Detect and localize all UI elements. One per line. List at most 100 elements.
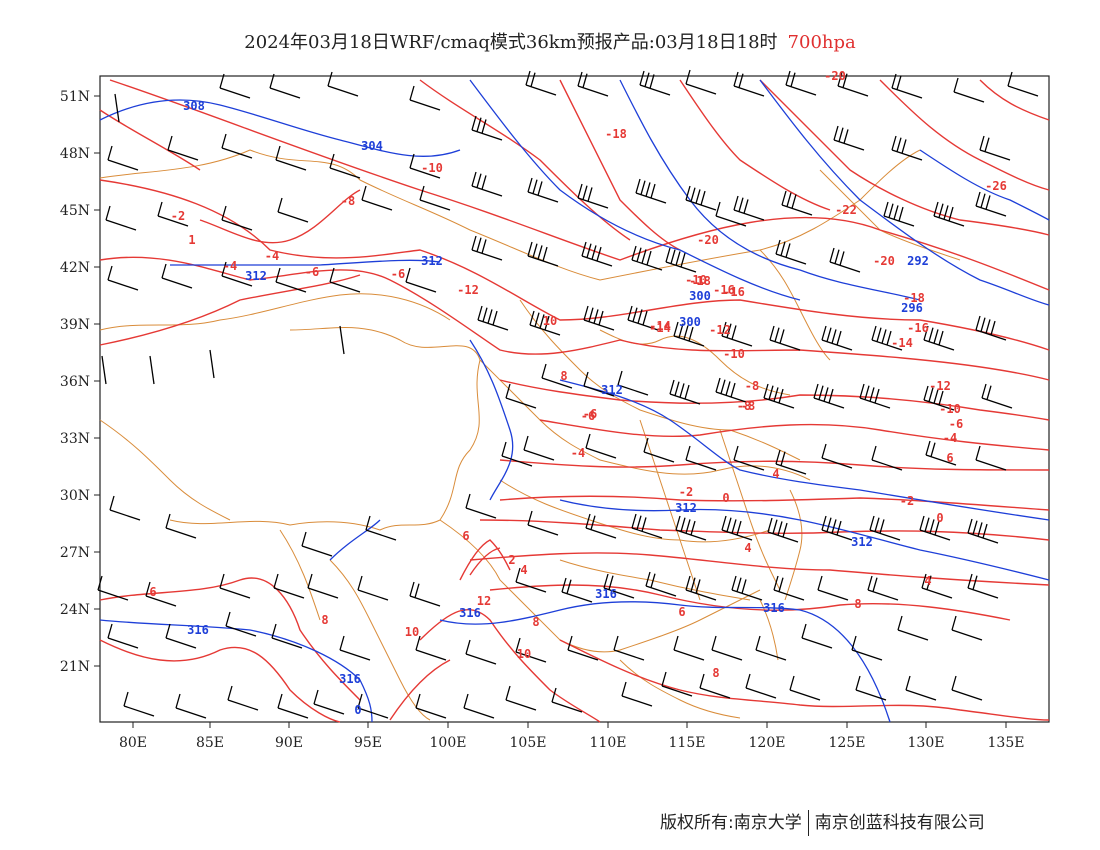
x-tick-label: 135E	[988, 735, 1025, 751]
wind-barb	[613, 635, 645, 661]
wind-barb	[627, 305, 659, 331]
wind-barb	[313, 689, 345, 715]
wind-barb	[639, 70, 671, 96]
temperature-label: 8	[321, 613, 328, 627]
wind-barb	[107, 623, 139, 649]
wind-barb	[167, 135, 199, 161]
title-level: 700hpa	[787, 32, 856, 53]
wind-barb	[409, 153, 441, 179]
y-tick-label: 51N	[60, 89, 90, 105]
wind-barb	[541, 363, 573, 389]
wind-barb	[515, 567, 547, 593]
geopotential-label: 312	[245, 269, 267, 283]
wind-barb	[891, 73, 923, 99]
wind-barb	[967, 518, 999, 544]
wind-barb	[685, 575, 717, 601]
wind-barb	[715, 377, 747, 403]
wind-barb	[477, 305, 509, 331]
wind-barb	[603, 573, 635, 599]
temperature-contours	[99, 79, 1050, 723]
geopotential-label: 0	[354, 703, 361, 717]
wind-barb	[415, 693, 447, 719]
temperature-label: -12	[457, 283, 479, 297]
temperature-label: -8	[341, 194, 355, 208]
wind-barb	[275, 145, 307, 171]
wind-barb	[277, 693, 309, 719]
wind-barb	[527, 510, 559, 536]
wind-barb	[673, 635, 705, 661]
temperature-label: 6	[462, 529, 469, 543]
wind-barb	[711, 635, 743, 661]
wind-barb	[465, 493, 497, 519]
wind-barb	[277, 197, 309, 223]
wind-barb	[109, 495, 141, 521]
wind-barb	[165, 513, 197, 539]
temperature-label: 4	[772, 467, 779, 481]
temperature-label: -4	[223, 259, 237, 273]
geopotential-label: 316	[459, 606, 481, 620]
temperature-label: -4	[943, 431, 957, 445]
wind-barb	[583, 305, 615, 331]
wind-barb	[951, 615, 983, 641]
wind-barb	[673, 321, 705, 347]
x-tick-label: 115E	[669, 735, 706, 751]
wind-barb	[307, 573, 339, 599]
wind-barb	[365, 515, 397, 541]
wind-barb	[975, 445, 1007, 471]
wind-barb	[733, 71, 765, 97]
temperature-label: -16	[713, 283, 735, 297]
temperature-label: -6	[305, 265, 319, 279]
wind-barbs	[97, 69, 1039, 719]
x-tick-label: 125E	[829, 735, 866, 751]
temperature-label: -4	[571, 446, 585, 460]
wind-barb	[273, 573, 305, 599]
wind-barb	[801, 623, 833, 649]
temperature-label: 12	[477, 594, 491, 608]
wind-barb	[813, 383, 845, 409]
wind-barb	[465, 639, 497, 665]
wind-barb	[951, 675, 983, 701]
geopotential-label: 300	[679, 315, 701, 329]
wind-barb	[577, 183, 609, 209]
wind-barb	[501, 441, 533, 467]
wind-barb	[675, 515, 707, 541]
wind-barb	[635, 178, 667, 204]
wind-barb	[301, 531, 333, 557]
y-tick-label: 21N	[60, 659, 90, 675]
wind-barb	[1007, 71, 1039, 97]
y-tick-label: 24N	[60, 602, 90, 618]
province-borders	[99, 149, 961, 721]
geopotential-label: 292	[907, 254, 929, 268]
wind-barb	[409, 581, 441, 607]
x-tick-label: 90E	[275, 735, 303, 751]
wind-barb	[821, 325, 853, 351]
wind-barb	[219, 573, 251, 599]
footer-separator	[807, 810, 809, 836]
geopotential-label: 312	[421, 254, 443, 268]
wind-barb	[953, 77, 985, 103]
wind-barb	[585, 433, 617, 459]
wind-barb	[645, 571, 677, 597]
temperature-label: 10	[405, 625, 419, 639]
x-tick-label: 120E	[749, 735, 786, 751]
wind-barb	[219, 73, 251, 99]
temperature-label: 1	[188, 233, 195, 247]
wind-barb	[339, 325, 345, 355]
wind-barb	[967, 573, 999, 599]
wind-barb	[817, 575, 849, 601]
title-main: 2024年03月18日WRF/cmaq模式36km预报产品:03月18日18时	[244, 32, 778, 53]
wind-barb	[699, 673, 731, 699]
geopotential-labels: 308 304 312 312 300 296 292 300 312 312 316 316 316 3…	[183, 99, 929, 717]
wind-barb	[145, 581, 177, 607]
y-axis-ticks: 51N 48N 45N 42N 39N 36N 33N 30N 27N 24N 21N	[60, 89, 100, 675]
geopotential-label: 304	[361, 139, 383, 153]
wind-barb	[919, 515, 951, 541]
wind-barb	[979, 135, 1011, 161]
x-tick-label: 95E	[354, 735, 382, 751]
map-frame	[99, 75, 1050, 723]
y-tick-label: 42N	[60, 260, 90, 276]
geopotential-label: 308	[183, 99, 205, 113]
copyright-left: 版权所有:南京大学	[660, 813, 802, 833]
wind-barb	[833, 125, 865, 151]
temperature-label: 2	[508, 553, 515, 567]
